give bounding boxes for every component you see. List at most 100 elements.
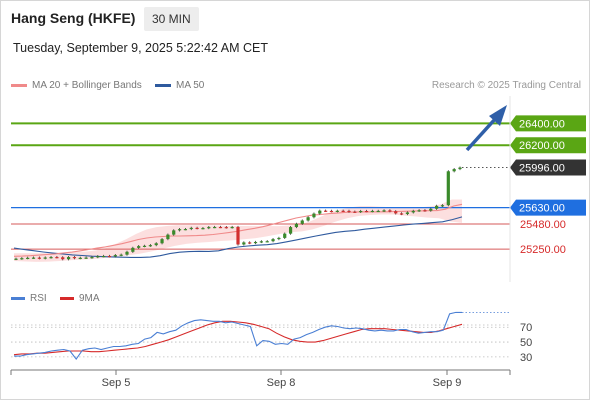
candle-body	[353, 211, 357, 213]
candle-body	[102, 255, 106, 258]
candle-body	[55, 257, 59, 259]
candle-body	[394, 211, 398, 214]
candle-body	[166, 234, 170, 240]
candle-body	[411, 210, 415, 213]
level-text-25480.00: 25480.00	[520, 219, 566, 231]
chart-header: Hang Seng (HKFE) 30 MIN	[0, 0, 590, 36]
candle-body	[429, 208, 433, 211]
candle-body	[43, 257, 47, 259]
candle-body	[137, 246, 141, 248]
candle-body	[90, 257, 94, 259]
candle-body	[218, 226, 223, 229]
level-label-26200.00: 26200.00	[510, 137, 586, 154]
level-tag-25996.00	[510, 159, 586, 176]
candle-body	[154, 243, 158, 246]
candle-body	[440, 205, 445, 207]
candle-body	[347, 210, 351, 213]
candle-body	[259, 241, 263, 243]
x-tick-label-Sep 8: Sep 8	[267, 377, 296, 389]
candle-body	[329, 210, 334, 213]
legend-label-ma20: MA 20 + Bollinger Bands	[32, 80, 142, 91]
candle-body	[388, 210, 392, 212]
candle-body	[183, 229, 188, 231]
rsi-tick-label-70: 70	[520, 322, 532, 334]
level-label-25250.00: 25250.00	[520, 244, 566, 256]
level-label-25480.00: 25480.00	[520, 219, 566, 231]
candle-body	[294, 223, 299, 228]
candle-body	[37, 257, 41, 259]
candle-body	[446, 171, 450, 206]
candle-body	[248, 242, 252, 244]
candle-body	[324, 210, 328, 212]
candle-body	[312, 213, 316, 218]
candle-body	[382, 210, 386, 212]
candle-body	[213, 226, 217, 229]
candle-body	[131, 247, 135, 252]
legend-item-rsi: RSI	[11, 293, 47, 304]
candle-body	[66, 257, 71, 260]
level-label-25630.00: 25630.00	[510, 199, 586, 216]
arrow-shaft	[465, 116, 498, 152]
candle-body	[271, 239, 275, 242]
candle-body	[119, 254, 123, 256]
legend-swatch-ma20	[11, 83, 27, 87]
candle-body	[435, 205, 439, 209]
candle-body	[172, 230, 176, 235]
x-axis: Sep 5 Sep 8 Sep 9	[10, 369, 511, 389]
candle-body	[96, 256, 100, 258]
legend-swatch-rsi	[11, 296, 25, 300]
candle-body	[417, 210, 421, 212]
rsi-panel: 70 50 30	[11, 312, 532, 364]
candle-body	[405, 212, 410, 215]
candle-body	[341, 210, 345, 212]
candle-body	[61, 257, 65, 260]
legend-item-ma20: MA 20 + Bollinger Bands	[11, 80, 142, 91]
chart-datetime: Tuesday, September 9, 2025 5:22:42 AM CE…	[13, 41, 269, 55]
candle-body	[142, 245, 147, 247]
level-text-25250.00: 25250.00	[520, 244, 566, 256]
legend-item-9ma: 9MA	[60, 293, 100, 304]
candle-body	[224, 227, 228, 229]
forecast-arrow	[465, 105, 507, 152]
x-tick-label-Sep 9: Sep 9	[433, 377, 462, 389]
candle-body	[189, 227, 193, 230]
candle-body	[300, 220, 304, 224]
candle-body	[318, 210, 322, 214]
rsi-line	[14, 311, 462, 361]
rsi-9ma-line	[13, 320, 463, 356]
copyright-text: Research © 2025 Trading Central	[431, 80, 581, 91]
candle-body	[72, 257, 77, 259]
candle-body	[253, 241, 258, 244]
candle-body	[306, 217, 310, 221]
rsi-tick-label-30: 30	[520, 352, 532, 364]
level-text-25996.00: 25996.00	[519, 163, 565, 175]
candle-body	[195, 227, 199, 230]
legend-swatch-ma50	[155, 83, 171, 87]
candle-body	[230, 226, 234, 229]
level-text-26400.00: 26400.00	[519, 118, 565, 130]
candle-body	[14, 258, 18, 260]
level-label-25996.00: 25996.00	[510, 159, 586, 176]
candle-body	[277, 237, 281, 240]
legend-label-ma50: MA 50	[176, 80, 205, 91]
legend-label-rsi: RSI	[30, 293, 47, 304]
candle-body	[207, 227, 211, 229]
x-tick-label-Sep 5: Sep 5	[102, 377, 131, 389]
rsi-tick-label-50: 50	[520, 337, 532, 349]
candle-body	[20, 258, 24, 260]
legend-swatch-9ma	[60, 296, 74, 300]
candle-body	[458, 167, 462, 170]
level-tag-26400.00	[510, 115, 586, 132]
timeframe-badge[interactable]: 30 MIN	[144, 7, 199, 31]
candle-body	[107, 255, 112, 258]
candle-body	[160, 239, 164, 244]
candle-body	[283, 233, 287, 238]
candle-body	[452, 169, 456, 172]
level-text-25630.00: 25630.00	[519, 203, 565, 215]
candle-body	[78, 257, 82, 260]
candle-body	[364, 210, 369, 213]
level-text-26200.00: 26200.00	[519, 140, 565, 152]
candle-body	[265, 241, 269, 243]
candle-body	[201, 228, 205, 230]
